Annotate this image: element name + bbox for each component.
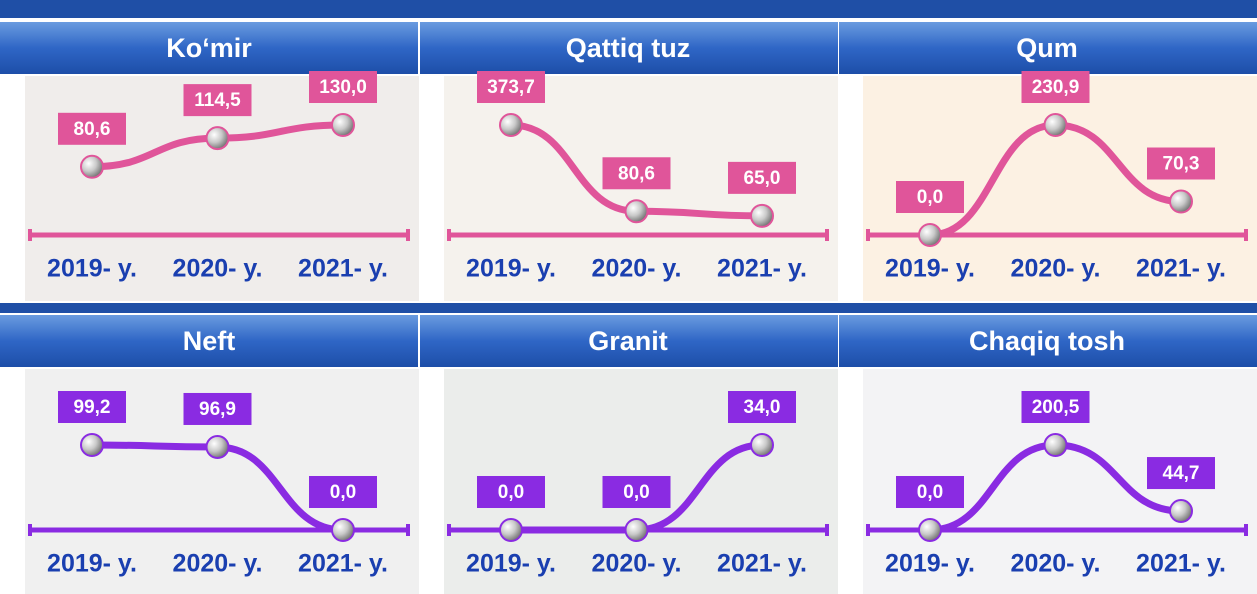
panel-title: Ko‘mir — [166, 33, 252, 63]
data-point — [207, 436, 229, 458]
x-tick-label: 2019- y. — [885, 255, 975, 283]
x-tick-label: 2021- y. — [717, 255, 807, 283]
x-tick-label: 2020- y. — [1011, 550, 1101, 578]
value-label: 99,2 — [74, 397, 111, 418]
x-tick-label: 2020- y. — [592, 255, 682, 283]
panel-title: Chaqiq tosh — [969, 326, 1125, 356]
data-point — [919, 519, 941, 541]
x-tick-label: 2020- y. — [173, 550, 263, 578]
infographic: Ko‘mir 2019- y. 2020- y. 2021- y. 80,6 114,5 1… — [0, 0, 1257, 594]
value-label: 230,9 — [1032, 77, 1080, 98]
value-label: 65,0 — [744, 168, 781, 189]
x-tick-label: 2019- y. — [466, 255, 556, 283]
data-point — [1170, 191, 1192, 213]
data-point — [751, 434, 773, 456]
panel-title: Granit — [588, 326, 668, 356]
value-label: 130,0 — [319, 77, 367, 98]
value-label: 96,9 — [199, 399, 236, 420]
data-point — [626, 200, 648, 222]
x-tick-label: 2021- y. — [298, 550, 388, 578]
x-tick-label: 2020- y. — [173, 255, 263, 283]
value-label: 0,0 — [917, 187, 943, 208]
value-label: 114,5 — [194, 90, 241, 111]
top-bar — [0, 0, 1257, 18]
value-label: 44,7 — [1163, 463, 1200, 484]
value-label: 70,3 — [1163, 154, 1200, 175]
data-point — [1045, 434, 1067, 456]
x-tick-label: 2019- y. — [885, 550, 975, 578]
value-label: 80,6 — [74, 119, 111, 140]
data-point — [207, 127, 229, 149]
x-tick-label: 2021- y. — [717, 550, 807, 578]
x-tick-label: 2020- y. — [592, 550, 682, 578]
x-tick-label: 2019- y. — [47, 550, 137, 578]
data-point — [81, 156, 103, 178]
x-tick-label: 2020- y. — [1011, 255, 1101, 283]
panel-title: Neft — [183, 326, 236, 356]
data-point — [332, 114, 354, 136]
panel-title: Qattiq tuz — [566, 33, 690, 63]
panel-title: Qum — [1016, 33, 1078, 63]
x-tick-label: 2021- y. — [1136, 550, 1226, 578]
data-point — [81, 434, 103, 456]
data-point — [1170, 500, 1192, 522]
data-point — [500, 519, 522, 541]
value-label: 0,0 — [498, 482, 524, 503]
data-point — [500, 114, 522, 136]
row-separator — [0, 303, 1257, 313]
value-label: 0,0 — [623, 482, 649, 503]
data-point — [332, 519, 354, 541]
value-label: 0,0 — [330, 482, 356, 503]
x-tick-label: 2019- y. — [466, 550, 556, 578]
data-point — [1045, 114, 1067, 136]
value-label: 373,7 — [487, 77, 535, 98]
x-tick-label: 2021- y. — [298, 255, 388, 283]
data-point — [751, 205, 773, 227]
data-point — [626, 519, 648, 541]
value-label: 34,0 — [744, 397, 781, 418]
x-tick-label: 2019- y. — [47, 255, 137, 283]
data-point — [919, 224, 941, 246]
value-label: 0,0 — [917, 482, 943, 503]
x-tick-label: 2021- y. — [1136, 255, 1226, 283]
value-label: 200,5 — [1032, 397, 1080, 418]
value-label: 80,6 — [618, 163, 655, 184]
